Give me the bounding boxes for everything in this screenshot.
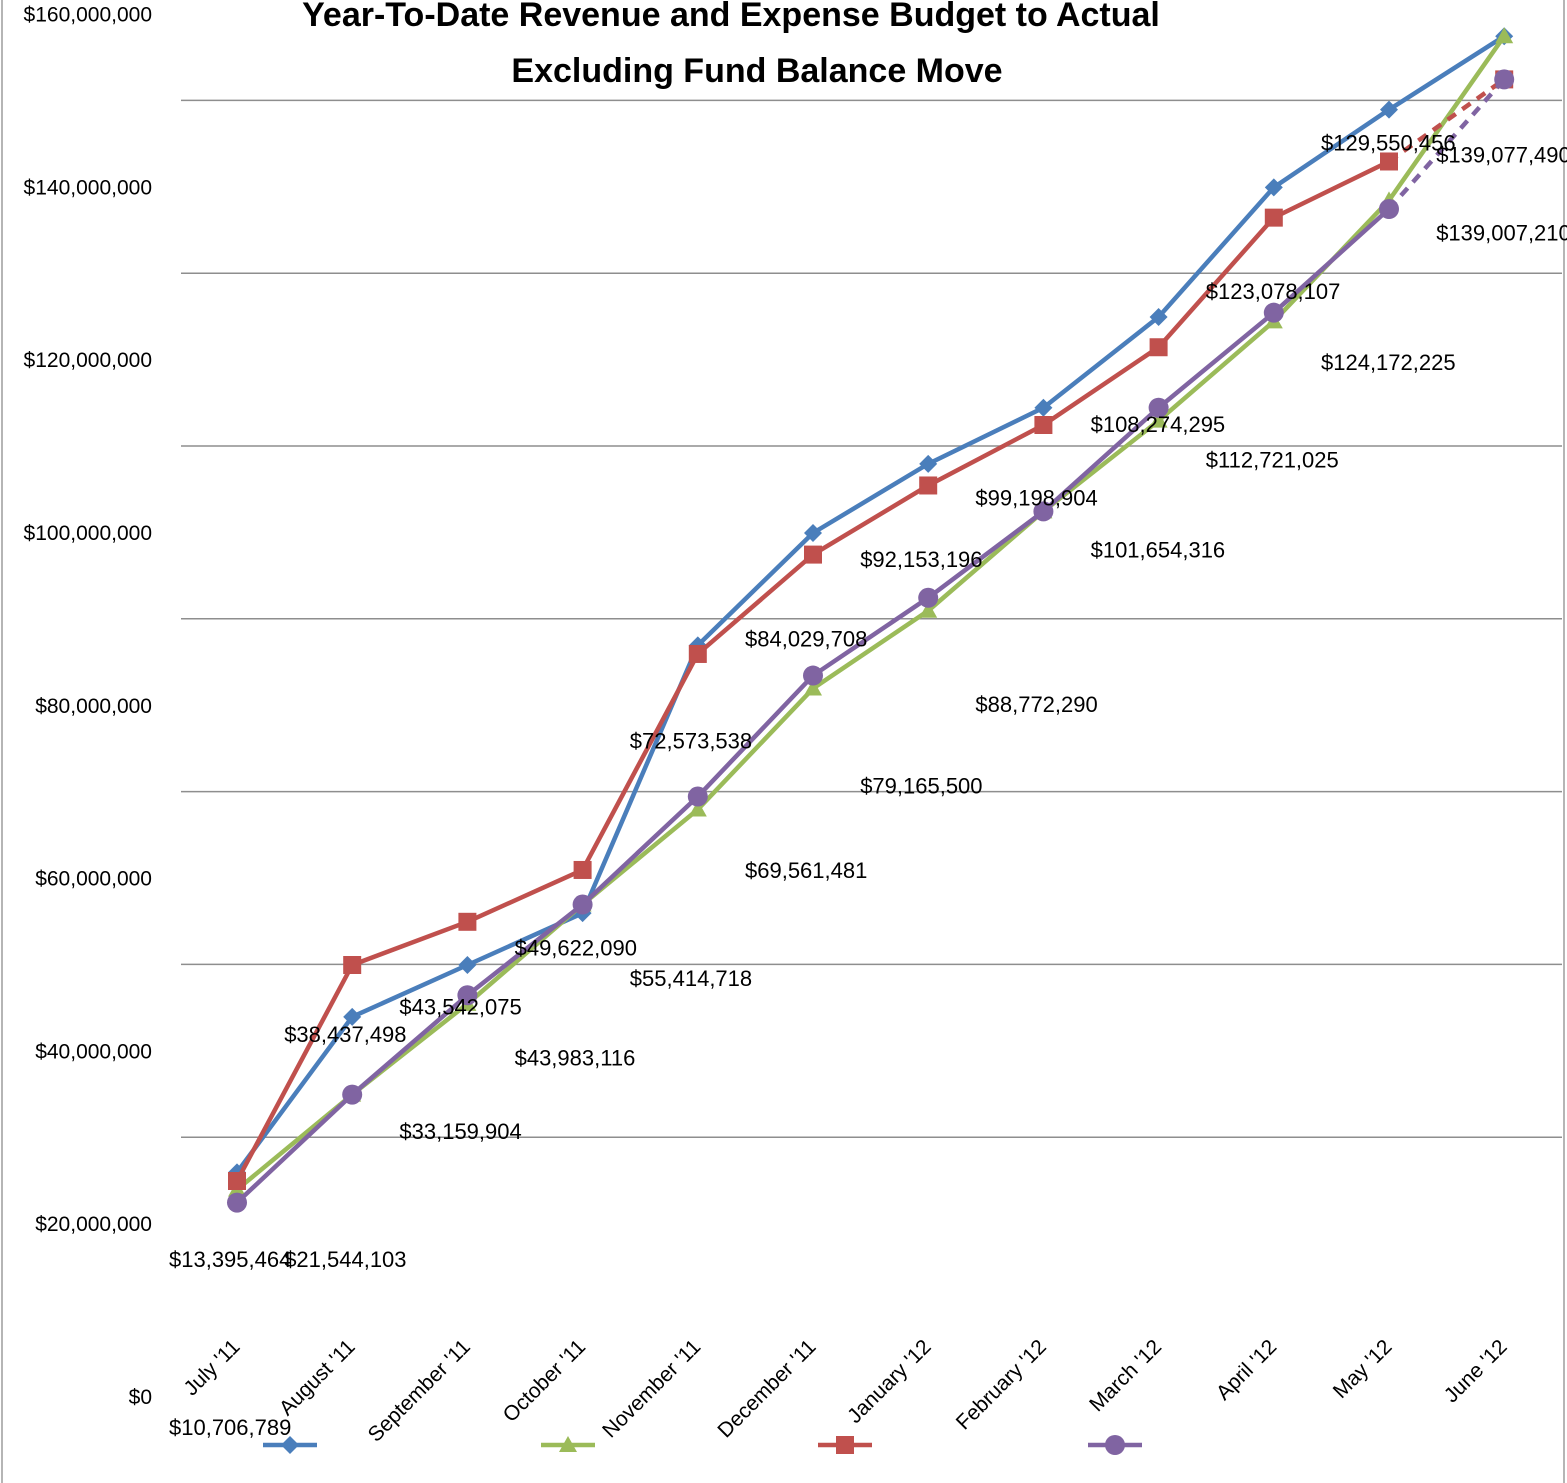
y-tick-label: $100,000,000 (24, 522, 152, 545)
y-tick-label: $80,000,000 (35, 695, 152, 718)
series-line (235, 34, 1507, 1192)
y-tick-label: $160,000,000 (24, 4, 152, 27)
legend-item-triangle (541, 1436, 595, 1452)
data-label: $84,029,708 (745, 626, 867, 651)
data-point-square (804, 545, 822, 564)
data-point-triangle (1495, 27, 1514, 44)
series-line-projection (1387, 77, 1506, 164)
data-point-square (1264, 208, 1283, 227)
data-point-circle (1148, 397, 1169, 418)
data-point-square (1149, 338, 1168, 357)
data-label: $112,721,025 (1206, 448, 1339, 473)
data-point-diamond (919, 454, 938, 473)
legend-marker-circle (1105, 1435, 1125, 1455)
chart-title: Year-To-Date Revenue and Expense Budget … (302, 0, 1160, 90)
data-point-circle (227, 1192, 247, 1213)
series-circle (227, 69, 1515, 1213)
legend-marker-triangle (559, 1436, 577, 1452)
data-point-circle (1033, 501, 1054, 522)
legend-item-circle (1088, 1435, 1142, 1455)
series-line-projection (1387, 77, 1506, 211)
data-label: $101,654,316 (1091, 537, 1226, 562)
data-point-diamond (804, 524, 822, 542)
data-label: $139,077,490 (1436, 143, 1567, 168)
data-point-circle (1494, 69, 1515, 90)
data-label: $13,395,464 (169, 1247, 291, 1272)
data-label: $123,078,107 (1206, 279, 1341, 304)
data-point-diamond (1264, 178, 1283, 197)
data-label: $88,772,290 (975, 692, 1097, 717)
data-label: $72,573,538 (630, 728, 752, 753)
data-point-circle (1263, 302, 1284, 323)
series-line (235, 34, 1506, 1174)
y-tick-label: $140,000,000 (24, 176, 152, 199)
data-point-circle (918, 587, 939, 608)
data-point-circle (342, 1084, 363, 1105)
data-label: $33,159,904 (399, 1119, 521, 1144)
data-point-diamond (343, 1007, 362, 1026)
data-label: $55,414,718 (630, 966, 752, 991)
y-axis-tick-labels: $0 $20,000,000 $40,000,000 $60,000,000 $80,0… (24, 4, 152, 1409)
data-label: $139,007,210 (1436, 220, 1567, 245)
y-tick-label: $120,000,000 (24, 349, 152, 372)
data-label: $69,561,481 (745, 858, 867, 883)
data-point-circle (572, 894, 593, 915)
data-point-square (1380, 152, 1398, 171)
legend-marker-diamond (281, 1436, 299, 1454)
y-tick-label: $60,000,000 (35, 868, 152, 891)
data-point-diamond (1149, 308, 1168, 326)
y-tick-label: $40,000,000 (35, 1040, 152, 1063)
data-point-circle (1379, 199, 1399, 219)
data-label: $38,437,498 (284, 1022, 406, 1047)
chart-title-line-2: Excluding Fund Balance Move (511, 52, 1002, 90)
data-label: $129,550,456 (1321, 130, 1456, 155)
y-tick-label: $20,000,000 (35, 1213, 152, 1236)
data-point-triangle (688, 800, 707, 817)
legend-item-diamond (263, 1436, 317, 1454)
data-point-square (343, 956, 362, 974)
data-point-square (458, 912, 477, 931)
data-label: $21,544,103 (284, 1247, 406, 1272)
data-point-diamond (1380, 100, 1398, 119)
data-point-triangle (804, 679, 822, 696)
series-lines (227, 27, 1515, 1213)
data-labels: $10,706,789 $13,395,464$21,544,103 $38,437… (169, 130, 1567, 1440)
data-label: $43,542,075 (399, 994, 521, 1019)
data-point-triangle (1149, 411, 1168, 428)
legend-marker-square (836, 1436, 854, 1454)
data-point-circle (457, 985, 478, 1006)
legend (263, 1435, 1142, 1455)
data-label: $43,983,116 (515, 1045, 636, 1070)
data-point-diamond (458, 956, 477, 974)
data-point-circle (687, 786, 708, 807)
legend-item-square (818, 1436, 872, 1454)
data-label: $124,172,225 (1321, 350, 1456, 375)
data-point-square (919, 476, 938, 495)
data-label: $92,153,196 (860, 547, 982, 572)
data-label: $79,165,500 (860, 773, 982, 798)
data-label: $49,622,090 (515, 936, 637, 961)
data-point-triangle (919, 601, 938, 618)
data-point-square (1034, 416, 1053, 434)
y-tick-label: $0 (129, 1386, 152, 1409)
data-label: $108,274,295 (1091, 412, 1226, 437)
data-point-square (573, 860, 592, 879)
data-point-square (228, 1172, 246, 1190)
data-point-diamond (1034, 398, 1053, 417)
data-point-square (688, 644, 707, 663)
data-label: $99,198,904 (975, 486, 1097, 511)
data-label: $10,706,789 (169, 1415, 291, 1440)
data-point-circle (803, 665, 823, 686)
chart-title-line-1: Year-To-Date Revenue and Expense Budget … (302, 0, 1160, 34)
gridlines (181, 99, 1562, 1138)
